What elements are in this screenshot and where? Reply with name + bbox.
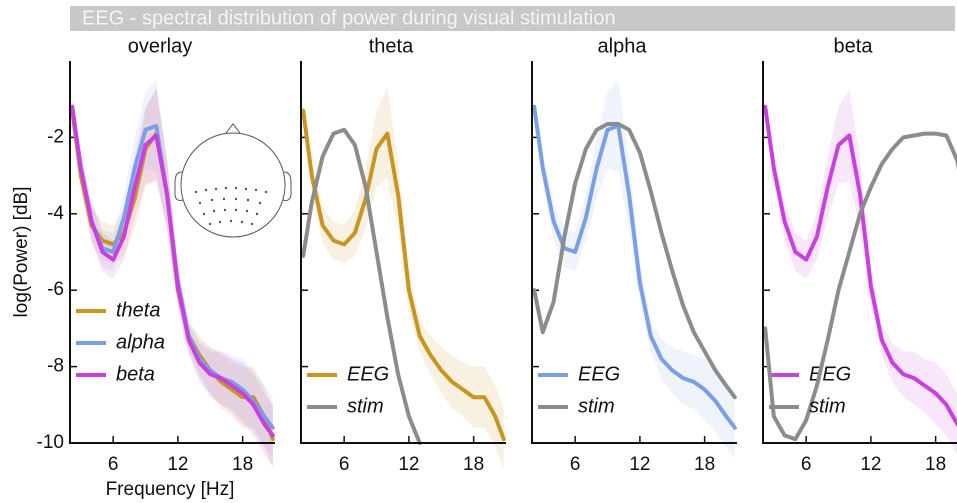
- x-tick-label: 6: [339, 454, 350, 475]
- axes: [69, 61, 275, 444]
- y-tick-label: -6: [47, 279, 64, 300]
- panel: theta 6 12 18 EEG stim: [300, 35, 506, 475]
- error-band: [303, 87, 504, 470]
- legend-label: stim: [809, 395, 846, 417]
- error-band: [534, 80, 735, 459]
- x-tick-label: 6: [108, 454, 119, 475]
- panel-title: theta: [369, 35, 414, 57]
- x-tick-label: 18: [694, 454, 715, 475]
- x-tick-label: 12: [629, 454, 650, 475]
- legend-label: alpha: [116, 331, 165, 353]
- legend-label: stim: [578, 395, 615, 417]
- panel: beta 6 12 18 EEG stim: [762, 35, 957, 475]
- axes: [531, 61, 737, 444]
- x-axis-label: Frequency [Hz]: [106, 479, 235, 500]
- title-bar: [70, 6, 955, 31]
- legend-label: EEG: [578, 363, 620, 385]
- x-tick-label: 12: [398, 454, 419, 475]
- series-line: [70, 104, 275, 438]
- y-tick-label: -4: [47, 203, 64, 224]
- series-line: [532, 122, 737, 400]
- x-tick-label: 6: [801, 454, 812, 475]
- series-line: [763, 131, 957, 442]
- x-tick-label: 18: [232, 454, 253, 475]
- figure-title: EEG - spectral distribution of power dur…: [82, 7, 616, 29]
- x-tick-label: 12: [860, 454, 881, 475]
- series-line: [301, 108, 506, 442]
- error-band: [72, 80, 273, 459]
- legend-label: EEG: [347, 363, 389, 385]
- series-line: [763, 104, 957, 427]
- panel: overlay -2 -4 -6 -8 -10 6 12 18 theta alpha beta: [37, 35, 275, 475]
- y-tick-label: -2: [47, 126, 64, 147]
- series-line: [532, 104, 737, 430]
- head-icon: [174, 123, 292, 238]
- y-axis-label: log(Power) [dB]: [11, 187, 32, 318]
- legend-label: beta: [116, 363, 155, 385]
- panel-title: alpha: [598, 35, 648, 57]
- x-tick-label: 18: [463, 454, 484, 475]
- x-tick-label: 18: [925, 454, 946, 475]
- axes: [300, 61, 506, 444]
- legend-label: theta: [116, 299, 160, 321]
- error-band: [72, 87, 273, 470]
- error-band: [765, 89, 957, 455]
- panel: alpha 6 12 18 EEG stim: [531, 35, 737, 475]
- panel-title: overlay: [128, 35, 192, 57]
- axes: [762, 61, 957, 444]
- error-band: [72, 89, 273, 466]
- legend-label: EEG: [809, 363, 851, 385]
- y-tick-label: -8: [47, 356, 64, 377]
- legend-label: stim: [347, 395, 384, 417]
- series-line: [301, 127, 422, 445]
- x-tick-label: 12: [167, 454, 188, 475]
- panel-title: beta: [834, 35, 874, 57]
- x-tick-label: 6: [570, 454, 581, 475]
- y-tick-label: -10: [37, 432, 64, 453]
